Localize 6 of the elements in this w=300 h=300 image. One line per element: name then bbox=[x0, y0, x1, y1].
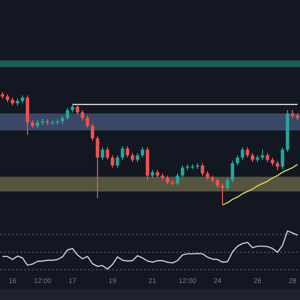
candlestick bbox=[126, 146, 130, 158]
candlestick bbox=[276, 160, 280, 170]
candlestick bbox=[76, 104, 80, 116]
candlestick bbox=[246, 146, 250, 158]
candlestick bbox=[216, 177, 220, 189]
candlestick bbox=[140, 146, 144, 158]
